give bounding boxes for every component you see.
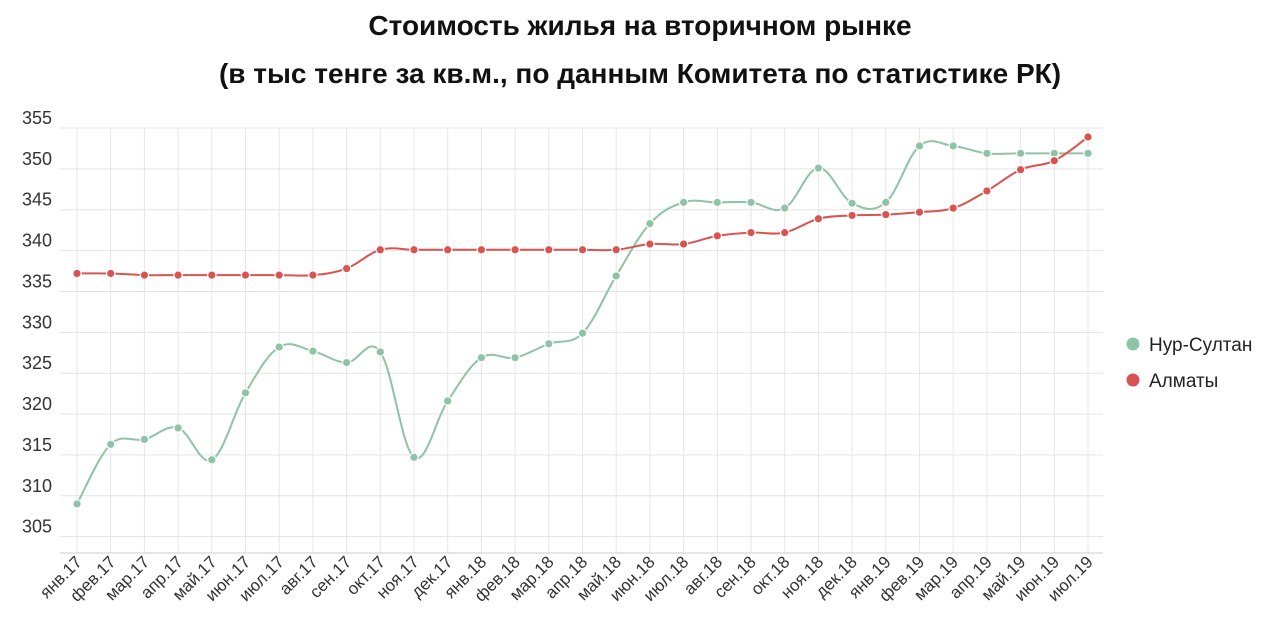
y-tick-label: 320 [22,394,52,414]
chart-title: Стоимость жилья на вторичном рынке [368,10,912,41]
y-tick-label: 335 [22,271,52,291]
data-point [880,209,891,220]
y-tick-label: 325 [22,353,52,373]
y-tick-label: 315 [22,435,52,455]
y-tick-label: 310 [22,476,52,496]
data-point [611,271,621,281]
data-point [308,270,318,280]
data-point [914,141,925,151]
y-tick-label: 345 [22,190,52,210]
data-point [341,357,352,368]
data-point [173,270,183,280]
data-point [409,244,419,255]
data-point [645,239,655,249]
data-point [207,270,217,280]
data-point [746,227,756,238]
data-point [72,268,82,279]
data-point [678,197,689,208]
data-point [105,268,116,279]
data-point [139,434,150,445]
y-tick-label: 305 [22,517,52,537]
y-tick-label: 350 [22,149,52,169]
y-tick-label: 330 [22,312,52,332]
data-point [72,499,82,509]
data-point [240,270,251,280]
data-point [948,203,958,213]
data-point [678,239,689,249]
data-point [510,352,520,363]
data-point [813,213,824,224]
data-point [712,231,723,241]
data-point [982,148,992,159]
data-point [948,141,958,151]
data-point [543,244,554,255]
data-point [139,270,150,280]
data-point [779,203,790,213]
data-point [880,197,891,208]
data-point [543,338,554,349]
data-point [577,328,588,338]
y-tick-label: 355 [22,108,52,128]
data-point [442,244,453,255]
data-point [510,244,520,255]
data-point [274,270,284,280]
legend-label: Алматы [1149,371,1218,392]
data-point [611,244,621,255]
data-point [779,227,790,238]
data-point [274,342,284,352]
data-point [375,244,386,255]
data-point [712,197,723,208]
data-point [1015,164,1026,175]
chart-subtitle: (в тыс тенге за кв.м., по данным Комитет… [218,58,1062,89]
data-point [982,186,992,196]
data-point [1083,132,1093,142]
data-point [813,163,824,173]
data-point [341,263,352,274]
data-point [240,388,251,398]
data-point [173,423,183,433]
data-point [914,207,925,217]
y-tick-label: 340 [22,231,52,251]
data-point [476,244,487,255]
data-point [207,455,217,465]
data-point [746,197,756,208]
data-point [1049,155,1060,166]
data-point [442,396,453,406]
data-point [847,210,857,221]
data-point [1015,148,1026,159]
data-point [476,352,487,363]
data-point [847,198,857,208]
data-point [577,244,588,255]
data-point [308,346,318,356]
data-point [645,218,655,229]
data-point [409,452,419,463]
data-point [375,347,386,357]
legend-label: Нур-Султан [1149,335,1252,356]
legend-marker [1126,337,1140,351]
data-point [1083,148,1093,159]
data-point [105,439,116,450]
legend-marker [1126,373,1140,387]
